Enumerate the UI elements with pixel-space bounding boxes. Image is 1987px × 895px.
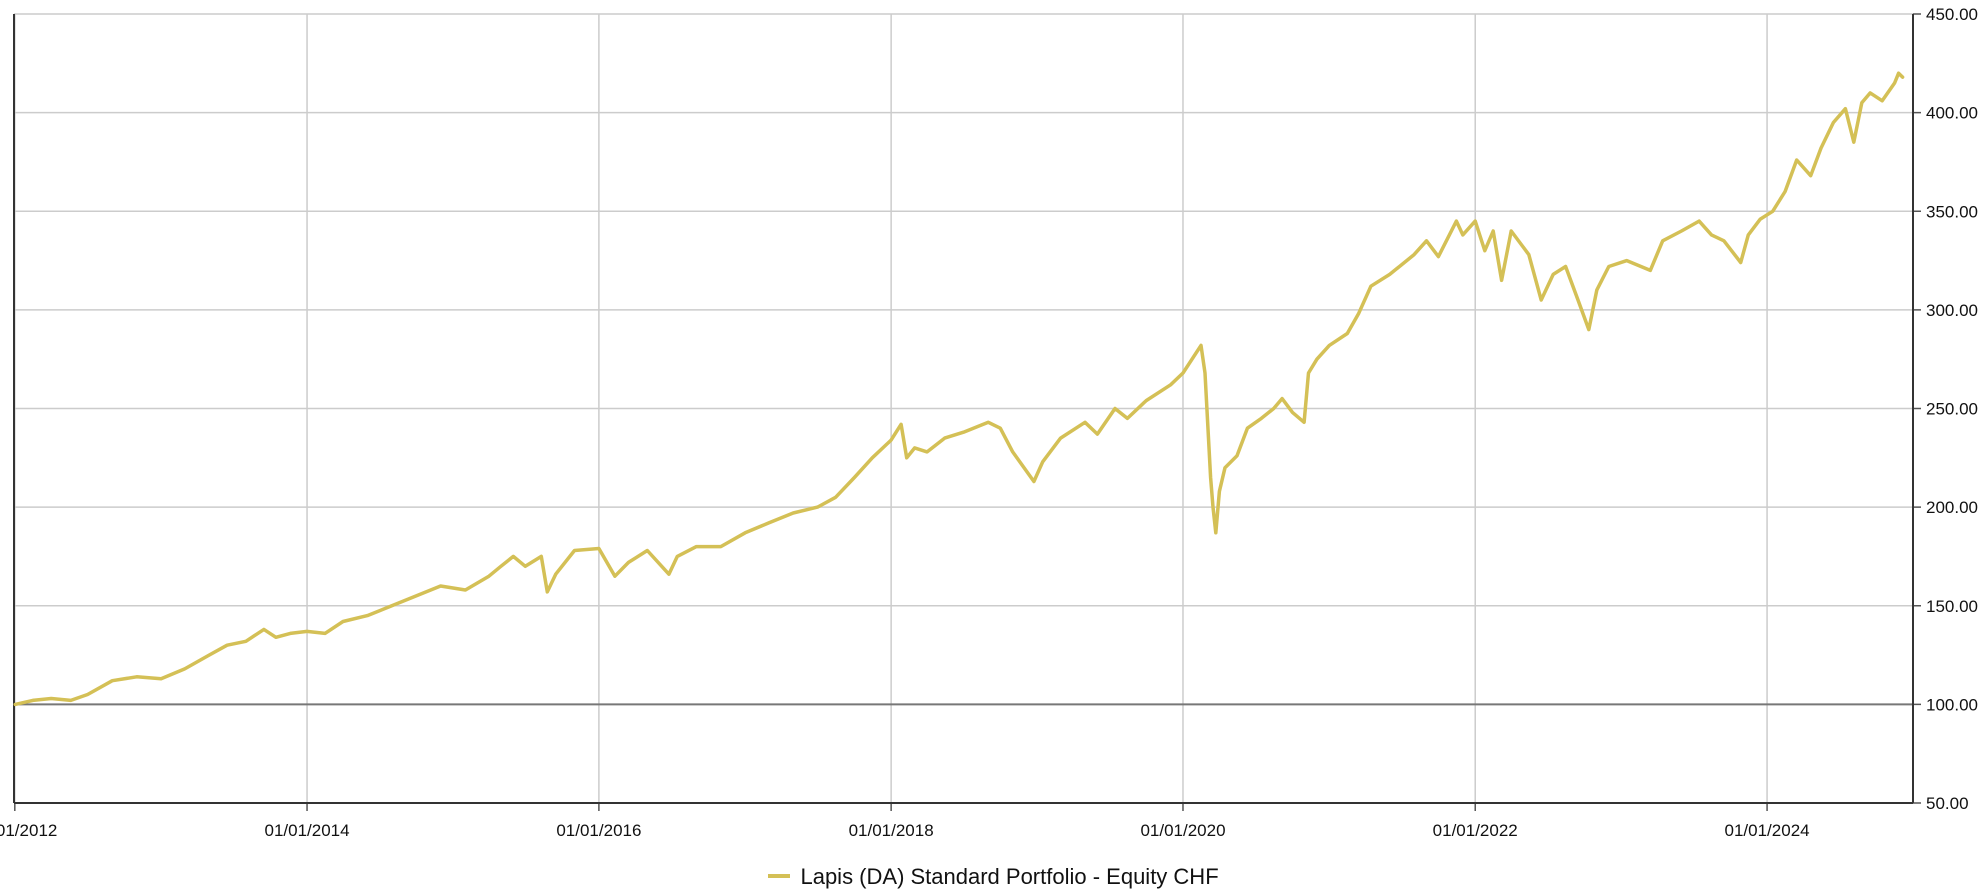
x-tick-label: 01/01/2024 (1725, 821, 1810, 840)
y-tick-label: 50.00 (1926, 794, 1969, 813)
y-tick-label: 250.00 (1926, 400, 1978, 419)
horizontal-gridlines (14, 13, 1913, 706)
x-tick-label: 01/01/2012 (0, 821, 57, 840)
x-tick-label: 01/01/2022 (1433, 821, 1518, 840)
legend: Lapis (DA) Standard Portfolio - Equity C… (0, 864, 1987, 890)
x-axis-tick-labels: 01/01/2012 01/01/2014 01/01/2016 01/01/2018… (0, 821, 1810, 840)
legend-label: Lapis (DA) Standard Portfolio - Equity C… (800, 864, 1219, 889)
y-tick-label: 150.00 (1926, 597, 1978, 616)
y-tick-label: 350.00 (1926, 202, 1978, 221)
x-tick-label: 01/01/2014 (264, 821, 349, 840)
x-tick-label: 01/01/2016 (556, 821, 641, 840)
legend-swatch (768, 874, 791, 879)
y-tick-label: 300.00 (1926, 301, 1978, 320)
y-tick-label: 450.00 (1926, 5, 1978, 24)
series-line (13, 71, 1905, 707)
chart-axes (13, 13, 1921, 811)
y-tick-label: 200.00 (1926, 498, 1978, 517)
series-group (13, 71, 1905, 707)
y-tick-label: 100.00 (1926, 695, 1978, 714)
x-tick-label: 01/01/2020 (1140, 821, 1225, 840)
y-axis-tick-labels: 50.00 100.00 150.00 200.00 250.00 300.00 350.0… (1926, 5, 1978, 813)
y-tick-label: 400.00 (1926, 104, 1978, 123)
x-tick-label: 01/01/2018 (849, 821, 934, 840)
